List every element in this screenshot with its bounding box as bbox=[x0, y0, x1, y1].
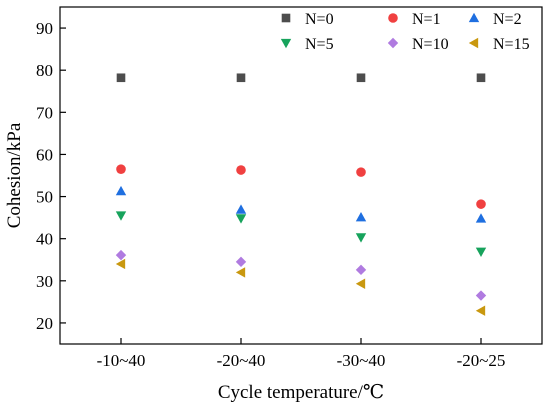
data-point bbox=[115, 258, 126, 270]
y-tick-label: 90 bbox=[36, 19, 53, 38]
data-point bbox=[356, 167, 366, 177]
plot-frame bbox=[59, 6, 543, 345]
x-tick-label: -20~40 bbox=[217, 351, 266, 370]
data-points bbox=[115, 73, 487, 316]
legend-marker bbox=[280, 38, 292, 49]
x-tick-label: -20~25 bbox=[457, 351, 506, 370]
data-point bbox=[355, 264, 367, 276]
data-point bbox=[476, 199, 486, 209]
y-tick-label: 60 bbox=[36, 145, 53, 164]
data-point bbox=[116, 164, 126, 174]
legend-label: N=5 bbox=[305, 36, 334, 53]
data-point bbox=[115, 249, 127, 261]
legend-marker bbox=[281, 13, 291, 23]
data-point bbox=[235, 267, 246, 278]
data-point bbox=[236, 73, 246, 83]
legend-marker bbox=[468, 12, 480, 23]
data-point bbox=[115, 185, 127, 196]
legend-marker bbox=[468, 37, 479, 49]
data-point bbox=[235, 214, 247, 224]
x-tick-label: -10~40 bbox=[97, 351, 146, 370]
x-tick-label: -30~40 bbox=[337, 351, 386, 370]
legend: N=0 N=1 N=2 N=5 N=10 N=15 bbox=[280, 11, 530, 53]
legend-label: N=1 bbox=[412, 11, 441, 28]
y-tick-label: 30 bbox=[36, 272, 53, 291]
data-point bbox=[475, 213, 487, 223]
data-point bbox=[235, 256, 247, 268]
data-point bbox=[475, 305, 486, 316]
legend-label: N=15 bbox=[493, 36, 530, 53]
data-point bbox=[355, 212, 367, 222]
data-point bbox=[475, 247, 487, 257]
y-tick-label: 80 bbox=[36, 61, 53, 80]
y-axis-title: Cohesion/kPa bbox=[4, 122, 25, 228]
axis-ticks: 20 30 40 50 60 70 80 90 -10~40 -20~40 -30~40 -20~25 bbox=[36, 19, 505, 370]
data-point bbox=[355, 278, 366, 289]
data-point bbox=[475, 290, 487, 301]
x-axis-title: Cycle temperature/℃ bbox=[218, 382, 384, 403]
data-point bbox=[476, 73, 486, 83]
legend-marker bbox=[388, 13, 398, 23]
y-tick-label: 70 bbox=[36, 103, 53, 122]
legend-label: N=10 bbox=[412, 36, 449, 53]
data-point bbox=[116, 73, 126, 83]
y-tick-label: 50 bbox=[36, 188, 53, 207]
legend-label: N=2 bbox=[493, 11, 522, 28]
legend-marker bbox=[387, 37, 399, 49]
data-point bbox=[115, 211, 127, 221]
legend-label: N=0 bbox=[305, 11, 334, 28]
y-tick-label: 20 bbox=[36, 314, 53, 333]
data-point bbox=[356, 73, 366, 83]
data-point bbox=[236, 165, 246, 175]
data-point bbox=[355, 233, 367, 243]
y-tick-label: 40 bbox=[36, 230, 53, 249]
data-point bbox=[235, 204, 247, 214]
